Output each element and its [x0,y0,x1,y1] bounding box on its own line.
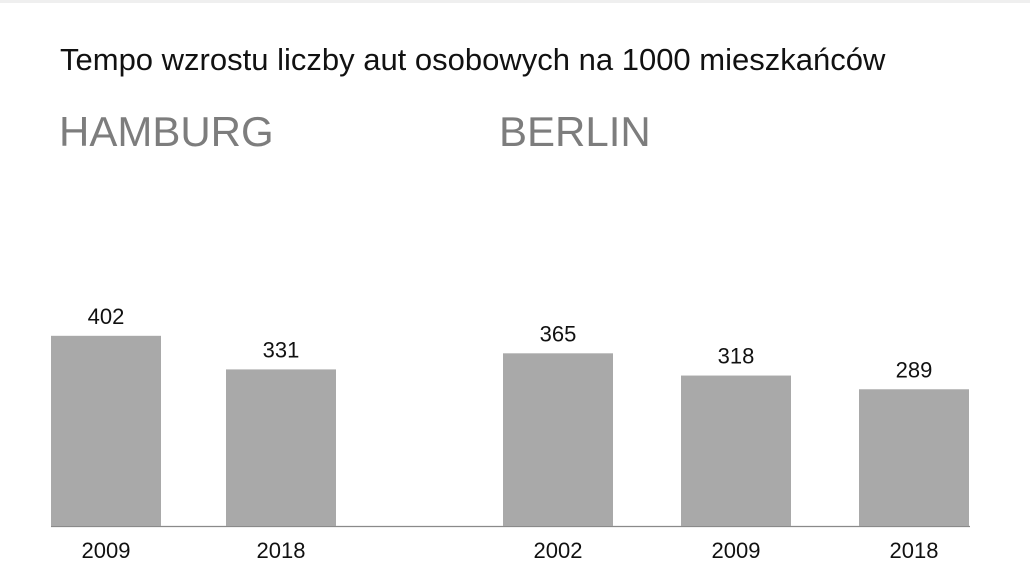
bar-value-label-berlin-2009: 318 [718,344,755,369]
chart-title: Tempo wzrostu liczby aut osobowych na 10… [60,42,886,77]
x-tick-label-hamburg-2018: 2018 [257,538,306,563]
bar-hamburg-2018 [226,369,336,526]
bar-value-label-hamburg-2009: 402 [88,304,125,329]
bar-berlin-2009 [681,375,791,526]
bar-berlin-2018 [859,389,969,526]
x-tick-label-berlin-2018: 2018 [890,538,939,563]
top-strip [0,0,1030,3]
bar-value-label-hamburg-2018: 331 [263,337,300,362]
group-label-berlin: BERLIN [499,108,651,155]
group-label-hamburg: HAMBURG [59,108,274,155]
x-tick-label-berlin-2002: 2002 [534,538,583,563]
bar-value-label-berlin-2018: 289 [896,357,933,382]
x-tick-label-berlin-2009: 2009 [712,538,761,563]
x-tick-label-hamburg-2009: 2009 [82,538,131,563]
bar-berlin-2002 [503,353,613,526]
bar-value-label-berlin-2002: 365 [540,321,577,346]
bar-hamburg-2009 [51,335,161,526]
